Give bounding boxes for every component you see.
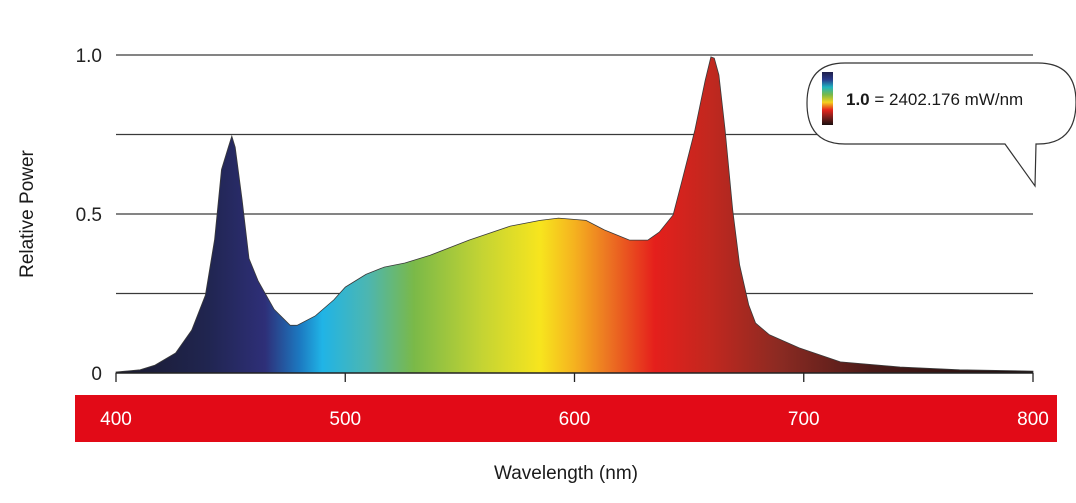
- x-axis: [115, 372, 1034, 382]
- x-axis-band: [75, 395, 1057, 442]
- spectrum-area: [115, 56, 1034, 374]
- x-tick-labels: 400 500 600 700 800: [100, 409, 1049, 430]
- unit-callout: 1.0 = 2402.176 mW/nm: [806, 62, 1076, 188]
- y-axis-title: Relative Power: [17, 149, 38, 277]
- y-tick-label: 0: [91, 364, 102, 385]
- x-tick-label: 500: [329, 409, 361, 430]
- x-tick-label: 600: [559, 409, 591, 430]
- color-scale-legend-icon: [822, 72, 833, 125]
- callout-value: 1.0: [846, 90, 870, 109]
- x-tick-label: 400: [100, 409, 132, 430]
- callout-bubble: [806, 62, 1076, 188]
- y-tick-label: 1.0: [76, 46, 102, 67]
- y-tick-labels: 0 0.5 1.0: [76, 46, 102, 385]
- callout-text: 1.0 = 2402.176 mW/nm: [846, 90, 1023, 109]
- callout-unit: = 2402.176 mW/nm: [870, 90, 1024, 109]
- x-tick-label: 800: [1017, 409, 1049, 430]
- x-axis-title: Wavelength (nm): [494, 463, 638, 484]
- x-tick-label: 700: [788, 409, 820, 430]
- y-tick-label: 0.5: [76, 205, 102, 226]
